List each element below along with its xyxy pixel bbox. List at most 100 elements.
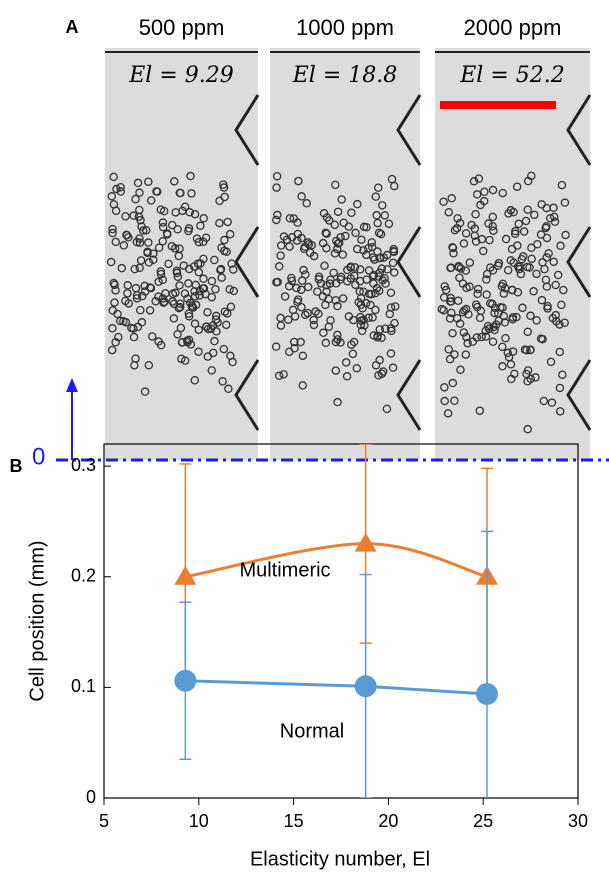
cell <box>136 305 145 315</box>
cell <box>343 277 352 286</box>
cell <box>190 375 200 385</box>
cell <box>167 241 177 251</box>
cell <box>338 294 348 303</box>
cell <box>174 251 184 261</box>
cell <box>541 223 550 233</box>
cell <box>507 244 517 254</box>
cell <box>462 332 471 342</box>
series-line <box>185 542 488 579</box>
cell <box>498 279 508 289</box>
cell <box>389 244 398 254</box>
cell <box>546 357 556 367</box>
cell <box>556 241 565 251</box>
cell <box>274 262 284 271</box>
cell <box>525 345 535 355</box>
cell <box>527 243 536 253</box>
cell <box>302 199 311 208</box>
cell <box>369 331 379 340</box>
cell <box>557 300 566 310</box>
cell <box>274 371 284 381</box>
y-tick-label: 0.1 <box>71 676 96 696</box>
cell <box>304 240 314 249</box>
cell <box>195 286 205 296</box>
cell <box>465 258 475 267</box>
cell <box>555 383 565 393</box>
cell <box>357 235 366 244</box>
cell <box>378 276 387 285</box>
cell <box>116 183 125 192</box>
cell <box>491 320 501 329</box>
cell <box>388 258 398 268</box>
cell <box>122 230 132 240</box>
cell <box>369 279 378 288</box>
cell <box>490 325 499 335</box>
cell <box>186 171 195 181</box>
cell <box>184 264 194 274</box>
cell <box>167 220 177 230</box>
cell <box>379 253 389 262</box>
cell <box>512 182 522 191</box>
cell <box>107 345 117 355</box>
cell <box>549 257 558 267</box>
cell <box>154 337 163 346</box>
cell <box>148 255 158 264</box>
cell <box>390 302 400 311</box>
micrographs <box>105 8 592 460</box>
cell <box>506 256 515 265</box>
cell <box>297 302 306 312</box>
cell <box>490 303 500 313</box>
cell <box>344 222 354 231</box>
cell <box>386 349 396 358</box>
cell <box>173 330 182 339</box>
cell <box>500 318 510 327</box>
cell <box>439 197 448 207</box>
cell <box>324 322 334 331</box>
cell <box>510 369 519 379</box>
cell <box>445 354 455 364</box>
cell <box>377 264 387 273</box>
cell <box>444 207 454 217</box>
cell <box>190 292 200 301</box>
origin-label: 0 <box>32 443 45 470</box>
x-tick-label: 25 <box>473 811 493 831</box>
cell <box>538 335 547 344</box>
cell <box>298 351 308 361</box>
cell <box>473 284 483 294</box>
cell <box>176 299 185 308</box>
cell <box>108 306 118 315</box>
cell <box>221 320 231 330</box>
cell <box>226 302 236 311</box>
cell <box>498 362 507 371</box>
cell <box>154 277 163 287</box>
cell <box>211 315 221 324</box>
cell <box>160 297 169 307</box>
cell <box>338 250 348 259</box>
cell <box>473 289 482 299</box>
cell <box>329 268 338 278</box>
cell <box>488 337 498 347</box>
cell <box>347 208 356 218</box>
elasticity-label: El = 18.8 <box>292 63 398 88</box>
cell <box>516 269 526 279</box>
cell <box>440 396 449 406</box>
cell <box>208 348 218 358</box>
cell <box>475 313 485 323</box>
cell <box>156 205 166 214</box>
cell <box>372 211 381 220</box>
cell <box>280 292 290 301</box>
cell <box>324 294 333 304</box>
cell <box>272 277 281 287</box>
cell <box>158 236 168 246</box>
cell <box>455 319 465 328</box>
cell <box>447 194 456 203</box>
cell <box>184 224 194 233</box>
cell <box>501 234 511 244</box>
marker <box>174 565 197 585</box>
cell <box>136 256 146 265</box>
cell <box>296 337 305 347</box>
cell <box>211 285 220 294</box>
cell <box>464 310 473 319</box>
cell <box>529 287 538 296</box>
cell <box>225 285 234 294</box>
cell <box>496 303 505 312</box>
